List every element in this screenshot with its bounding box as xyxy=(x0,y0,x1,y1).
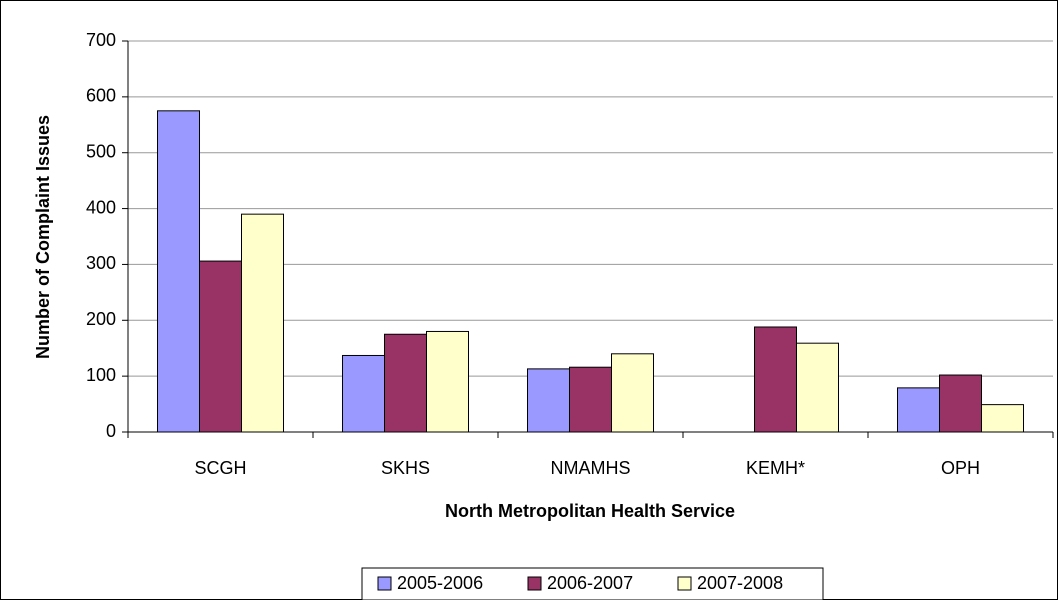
legend-label: 2007-2008 xyxy=(697,573,783,593)
bar xyxy=(199,260,242,433)
x-tick-label: NMAMHS xyxy=(551,458,631,478)
x-tick-label: SKHS xyxy=(381,458,430,478)
bar xyxy=(342,354,385,433)
legend-label: 2005-2006 xyxy=(397,573,483,593)
y-tick-label: 600 xyxy=(86,86,116,106)
legend-swatch xyxy=(377,576,392,591)
y-tick-label: 100 xyxy=(86,365,116,385)
bar xyxy=(897,387,940,433)
y-tick-label: 0 xyxy=(106,421,116,441)
y-tick-label: 200 xyxy=(86,309,116,329)
bar xyxy=(527,368,570,433)
bar xyxy=(981,404,1024,433)
legend-box xyxy=(361,567,824,600)
bar xyxy=(939,374,982,433)
bar xyxy=(569,366,612,433)
bar xyxy=(611,353,654,433)
y-tick-label: 300 xyxy=(86,253,116,273)
x-tick-label: KEMH* xyxy=(746,458,805,478)
bar xyxy=(241,213,284,433)
x-axis-title: North Metropolitan Health Service xyxy=(445,501,735,521)
y-tick-label: 400 xyxy=(86,197,116,217)
y-tick-label: 700 xyxy=(86,30,116,50)
bar xyxy=(796,342,839,433)
bar xyxy=(384,333,427,433)
x-tick-label: OPH xyxy=(941,458,980,478)
x-tick-label: SCGH xyxy=(194,458,246,478)
legend-swatch xyxy=(677,576,692,591)
y-axis-title: Number of Complaint Issues xyxy=(33,115,53,359)
bar xyxy=(754,326,797,433)
legend-label: 2006-2007 xyxy=(547,573,633,593)
y-tick-label: 500 xyxy=(86,141,116,161)
legend-swatch xyxy=(527,576,542,591)
bar xyxy=(426,330,469,433)
bar xyxy=(157,110,200,433)
